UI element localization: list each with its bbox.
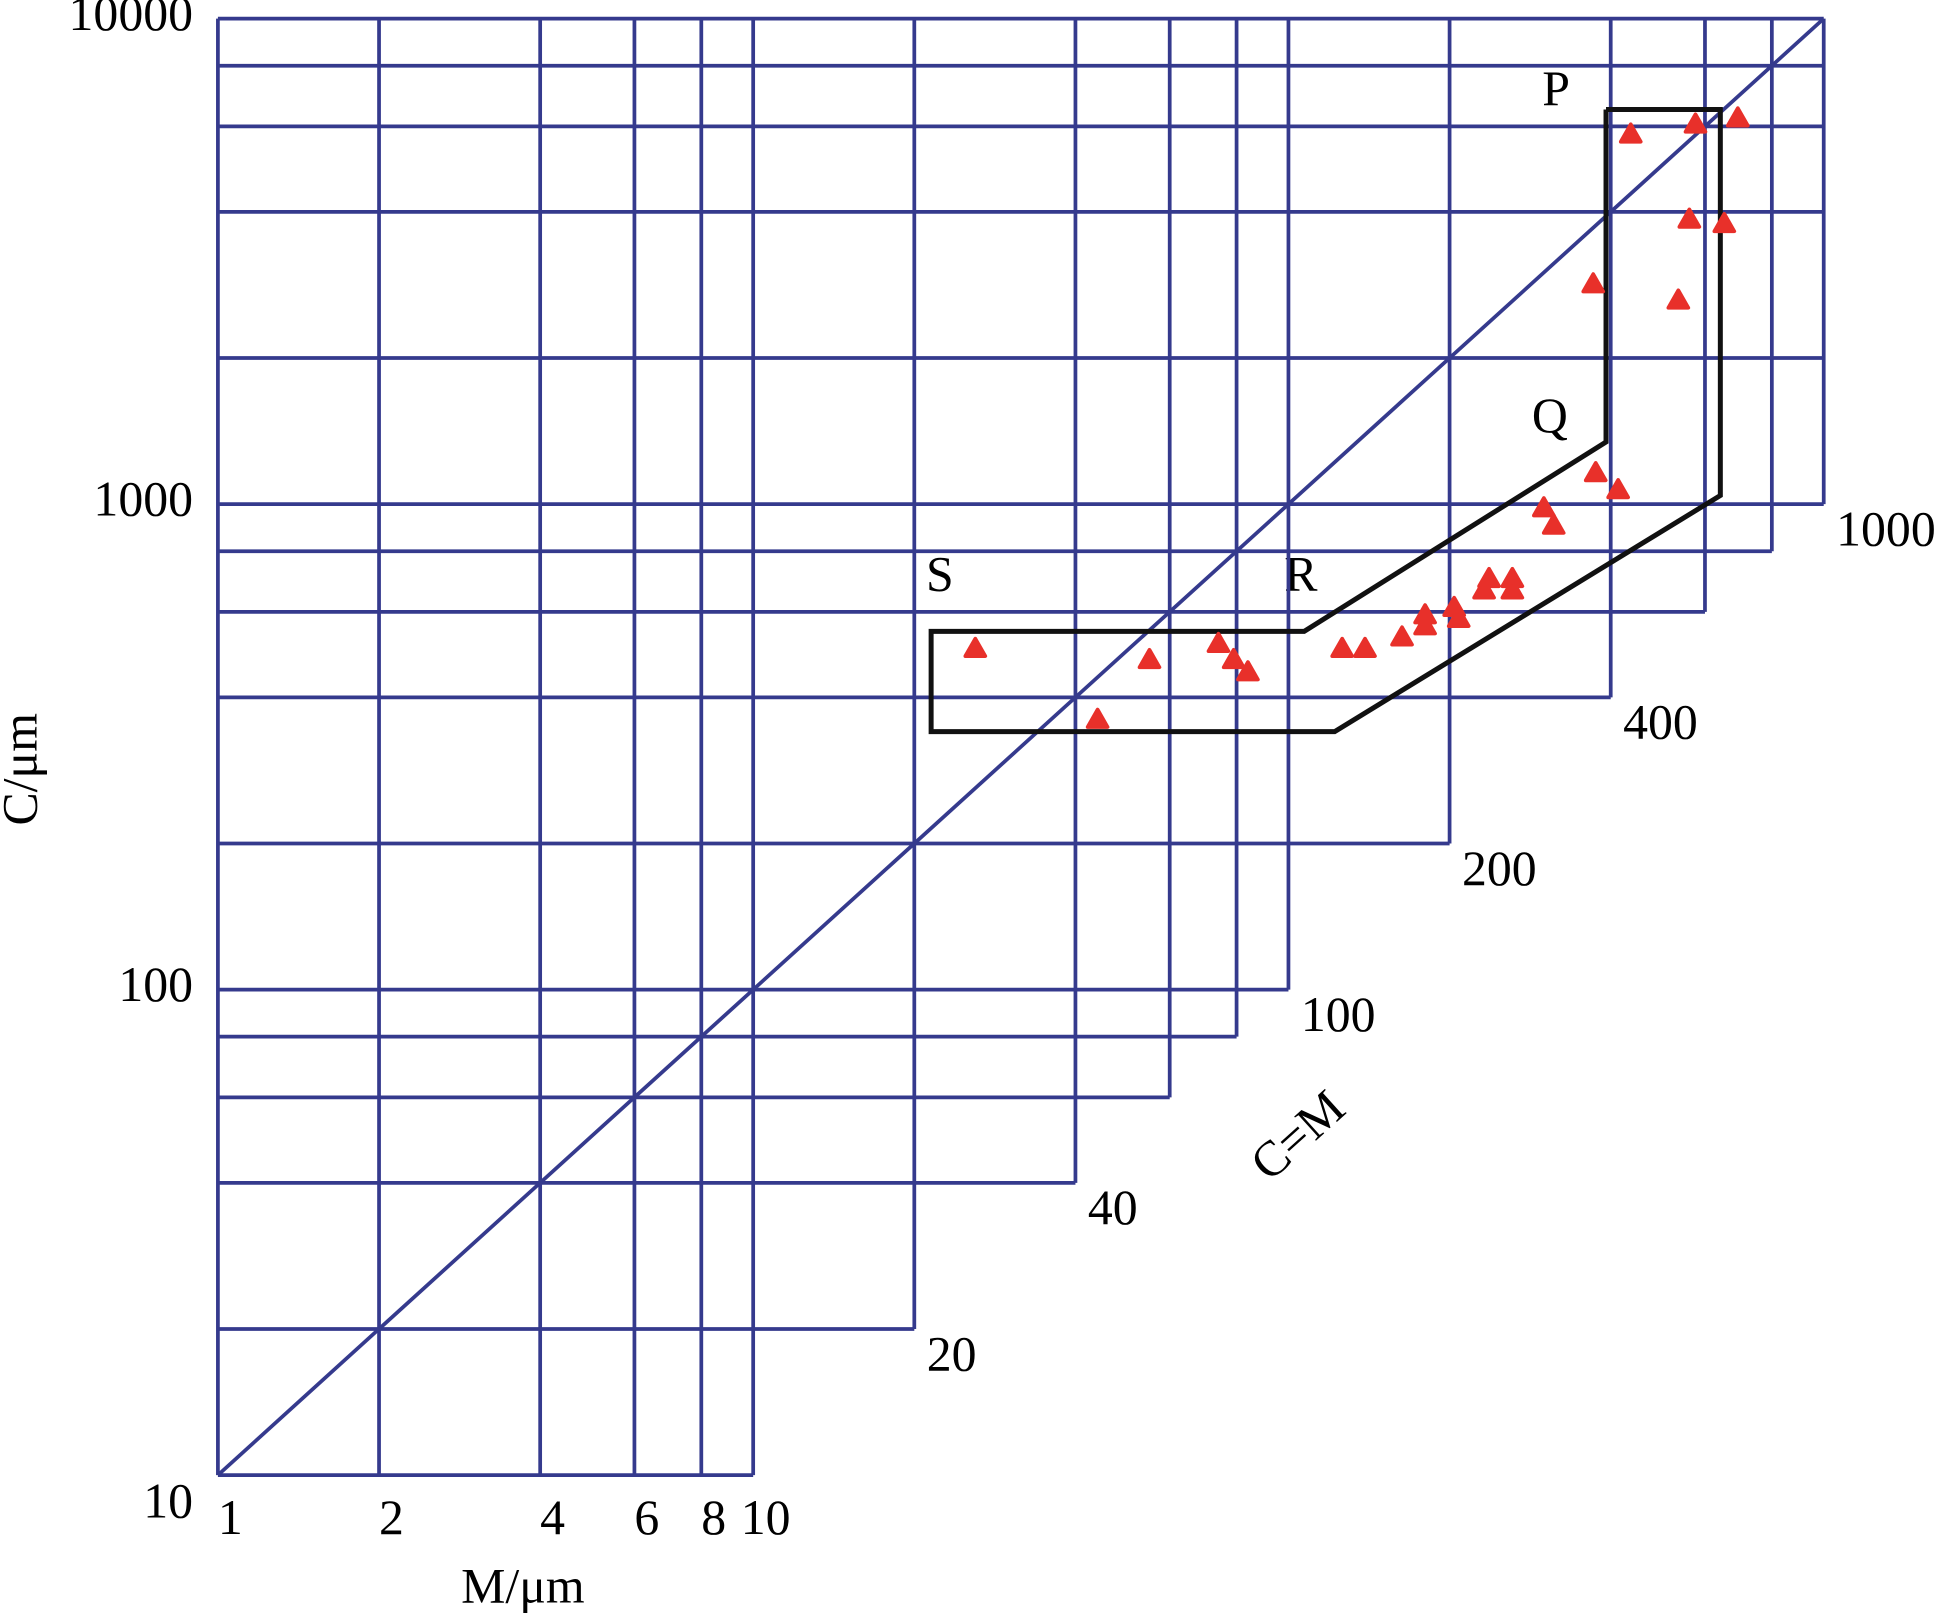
point — [1236, 660, 1260, 682]
y-tick-label: 100 — [118, 957, 193, 1012]
diagonal-tick-label: 1000 — [1836, 501, 1936, 556]
point — [1606, 478, 1630, 500]
diagonal-tick-label: 400 — [1623, 695, 1698, 750]
point — [1677, 207, 1702, 229]
x-axis-label: M/μm — [461, 1558, 585, 1613]
point — [1472, 578, 1496, 600]
point — [1085, 707, 1110, 729]
point — [1618, 122, 1643, 144]
x-tick-label: 8 — [701, 1490, 726, 1545]
y-tick-label: 1000 — [93, 472, 193, 527]
diagonal-tick-label: 100 — [1301, 987, 1376, 1042]
point — [1206, 631, 1231, 653]
point — [1390, 625, 1414, 647]
point — [1413, 614, 1437, 636]
diagonal-tick-label: 20 — [927, 1326, 977, 1381]
y-axis-label: C/μm — [0, 713, 47, 825]
segment-label: S — [926, 546, 954, 601]
x-tick-label: 2 — [379, 1490, 404, 1545]
point — [1221, 647, 1246, 670]
field-boundary — [928, 107, 1723, 735]
point — [1500, 578, 1525, 600]
y-tick-label: 10 — [143, 1474, 193, 1529]
point — [1446, 606, 1471, 628]
point — [1666, 288, 1691, 310]
x-tick-label: 1 — [218, 1490, 243, 1545]
point — [1137, 647, 1162, 670]
point — [1532, 496, 1556, 518]
diagonal-line — [216, 17, 1825, 1477]
point — [1712, 211, 1737, 234]
point — [1683, 112, 1708, 134]
point — [1353, 636, 1377, 658]
point — [1581, 272, 1606, 294]
diagonal-tick-label: 200 — [1462, 841, 1537, 896]
x-tick-label: 10 — [741, 1490, 791, 1545]
segment-label: P — [1542, 61, 1570, 116]
point — [1541, 513, 1566, 535]
segment-label: Q — [1532, 388, 1568, 443]
y-tick-label: 10000 — [69, 0, 193, 41]
point — [1583, 461, 1608, 483]
diagonal-tick-label: 40 — [1088, 1180, 1138, 1235]
point — [1725, 106, 1750, 128]
point — [963, 636, 988, 658]
x-tick-label: 6 — [634, 1490, 659, 1545]
point — [1330, 636, 1355, 658]
x-tick-label: 4 — [540, 1490, 565, 1545]
diagonal-label: C=M — [1240, 1079, 1355, 1190]
